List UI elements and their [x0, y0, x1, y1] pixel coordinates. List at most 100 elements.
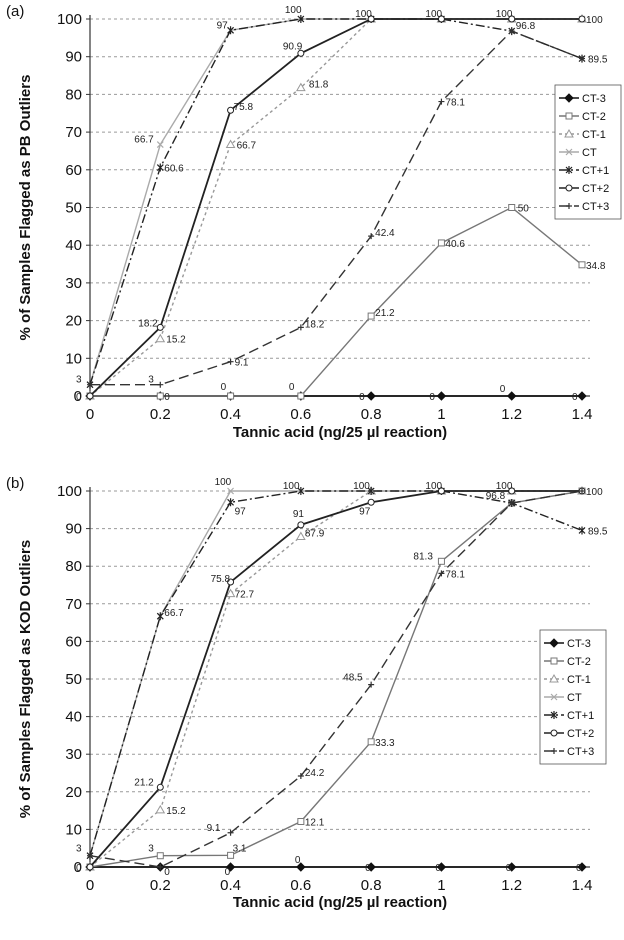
legend-box [554, 84, 622, 220]
panel-label: (a) [6, 3, 24, 20]
data-label: 81.8 [309, 80, 329, 91]
data-point-marker [157, 381, 164, 388]
data-label: 100 [586, 15, 603, 26]
data-label: 0 [576, 863, 582, 874]
data-point-marker [227, 578, 235, 586]
legend-label: CT+1 [567, 710, 594, 722]
legend-marker [566, 203, 572, 209]
data-label: 96.8 [486, 491, 506, 502]
data-point-marker [156, 783, 164, 791]
x-axis-title: Tannic acid (ng/25 µl reaction) [233, 424, 447, 441]
data-label: 40.6 [445, 239, 465, 250]
x-axis-title: Tannic acid (ng/25 µl reaction) [233, 894, 447, 911]
legend-marker [565, 184, 573, 192]
data-label: 100 [355, 9, 372, 20]
data-label: 87.9 [305, 528, 325, 539]
data-label: 0 [76, 863, 82, 874]
data-label: 0 [289, 382, 295, 393]
data-label: 89.5 [588, 55, 608, 66]
y-axis-title: % of Samples Flagged as KOD Outliers [17, 540, 34, 818]
data-point-marker [156, 141, 164, 148]
data-point-marker [366, 391, 376, 401]
data-point-marker [227, 26, 234, 35]
data-point-marker [87, 852, 93, 859]
data-point-marker [297, 324, 304, 331]
data-label: 66.7 [164, 608, 184, 619]
series-line-ctplus1 [89, 18, 583, 385]
data-point-marker [577, 862, 587, 872]
data-point-marker [577, 391, 587, 401]
legend-marker [550, 711, 558, 719]
x-tick-label: 1.2 [501, 406, 522, 423]
x-tick-label: 0.2 [150, 406, 171, 423]
data-point-marker [86, 392, 94, 400]
series-line-ctminus2 [90, 206, 583, 397]
y-axis-title: % of Samples Flagged as PB Outliers [17, 75, 34, 341]
y-tick-label: 50 [65, 671, 82, 688]
data-label: 0 [435, 863, 441, 874]
legend-marker [564, 93, 574, 103]
data-point-marker [227, 851, 235, 859]
data-point-marker [295, 82, 306, 92]
data-label: 89.5 [588, 526, 608, 537]
legend: CT-3 CT-2 CT-1 CT CT+1 CT+2 CT+3 [539, 629, 607, 765]
y-tick-label: 40 [65, 709, 82, 726]
data-point-marker [86, 863, 94, 871]
data-label: 3.1 [233, 843, 247, 854]
data-label: 72.7 [235, 590, 255, 601]
data-point-marker [367, 738, 375, 746]
data-point-marker [225, 862, 236, 872]
data-point-marker [297, 773, 304, 780]
y-tick-label: 30 [65, 746, 82, 763]
legend-label: CT-1 [567, 674, 591, 686]
legend-label: CT+2 [567, 728, 594, 740]
data-label: 0 [221, 382, 227, 393]
data-point-marker [368, 681, 375, 688]
data-point-marker [508, 28, 515, 35]
x-tick-label: 0.6 [290, 406, 311, 423]
data-label: 75.8 [211, 574, 231, 585]
data-point-marker [508, 204, 516, 211]
data-label: 0 [429, 392, 435, 403]
data-point-marker [367, 312, 375, 320]
data-label: 0 [164, 392, 170, 403]
data-label: 0 [506, 863, 512, 874]
data-label: 100 [285, 5, 302, 16]
y-tick-label: 70 [65, 596, 82, 613]
data-point-marker [227, 358, 234, 365]
legend-marker [565, 166, 573, 174]
y-tick-label: 20 [65, 313, 82, 330]
data-label: 3 [148, 375, 154, 386]
y-tick-label: 100 [57, 11, 82, 28]
legend-marker [550, 693, 558, 701]
y-tick-label: 70 [65, 124, 82, 141]
data-label: 100 [425, 9, 442, 20]
data-label: 90.9 [283, 41, 303, 52]
y-tick-label: 10 [65, 350, 82, 367]
data-label: 0 [225, 867, 231, 878]
x-tick-label: 0 [86, 877, 94, 894]
data-point-marker [227, 498, 234, 507]
data-point-marker [367, 15, 375, 23]
y-tick-label: 60 [65, 633, 82, 650]
legend-label: CT-1 [582, 129, 606, 141]
data-label: 96.8 [516, 21, 536, 32]
data-label: 21.2 [375, 308, 395, 319]
data-point-marker [508, 487, 516, 495]
data-label: 15.2 [166, 335, 186, 346]
data-point-marker [227, 106, 235, 114]
series-line-ct [89, 490, 582, 856]
data-point-marker [367, 498, 375, 506]
panel-label: (b) [6, 475, 24, 492]
y-tick-label: 80 [65, 558, 82, 575]
data-label: 24.2 [305, 768, 325, 779]
data-label: 48.5 [343, 673, 363, 684]
y-tick-label: 50 [65, 200, 82, 217]
series-line-ctplus3 [90, 30, 583, 386]
y-tick-label: 60 [65, 162, 82, 179]
data-label: 0 [572, 392, 578, 403]
legend-label: CT-2 [567, 656, 591, 668]
data-point-marker [156, 612, 164, 621]
data-label: 100 [353, 481, 370, 492]
